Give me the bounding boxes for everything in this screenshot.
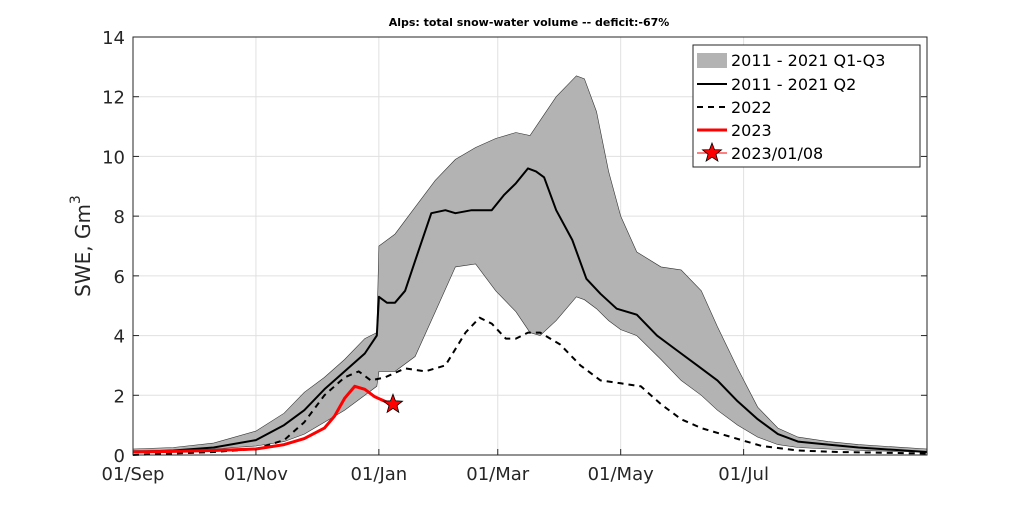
y-tick-label: 14 <box>102 28 125 49</box>
chart-title: Alps: total snow-water volume -- deficit… <box>389 16 670 29</box>
legend-label-2022: 2022 <box>731 98 772 117</box>
x-tick-label: 01/Jul <box>718 464 769 485</box>
series-line-2011-2021-q2 <box>132 167 928 453</box>
series-line-2023 <box>132 384 394 454</box>
legend-label-2023: 2023 <box>731 121 772 140</box>
legend-box <box>692 44 921 168</box>
x-tick-label: 01/Jan <box>350 464 407 485</box>
legend-label-marker: 2023/01/08 <box>731 144 823 163</box>
y-tick-label: 4 <box>114 327 125 348</box>
x-tick-label: 01/Nov <box>224 464 288 485</box>
y-axis-label: SWE, Gm3 <box>68 195 95 297</box>
y-axis-label-superscript: 3 <box>68 195 84 204</box>
marker-layer <box>382 393 404 414</box>
y-tick-label: 0 <box>114 446 125 467</box>
x-tick-label: 01/Mar <box>466 464 530 485</box>
axes-box <box>132 36 928 456</box>
x-tick-label: 01/Sep <box>102 464 165 485</box>
ticks: 01/Sep 01/Nov 01/Jan 01/Mar 01/May 01/Jul 0 2 4 6… <box>102 28 927 485</box>
legend-swatch-band <box>697 53 727 68</box>
y-tick-label: 2 <box>114 386 125 407</box>
marker-star <box>382 393 404 414</box>
series-line-2022 <box>132 316 928 456</box>
y-tick-label: 8 <box>114 207 125 228</box>
y-tick-label: 12 <box>102 88 125 109</box>
legend-label-band: 2011 - 2021 Q1-Q3 <box>731 51 885 70</box>
x-tick-label: 01/May <box>588 464 655 485</box>
legend-label-q2: 2011 - 2021 Q2 <box>731 75 856 94</box>
legend: 2011 - 2021 Q1-Q3 2011 - 2021 Q2 2022 20… <box>692 44 921 168</box>
y-tick-label: 6 <box>114 267 125 288</box>
y-axis-label-text: SWE, Gm <box>71 204 95 297</box>
legend-star-icon <box>701 141 723 163</box>
y-tick-label: 10 <box>102 147 125 168</box>
series-layer <box>132 167 928 456</box>
